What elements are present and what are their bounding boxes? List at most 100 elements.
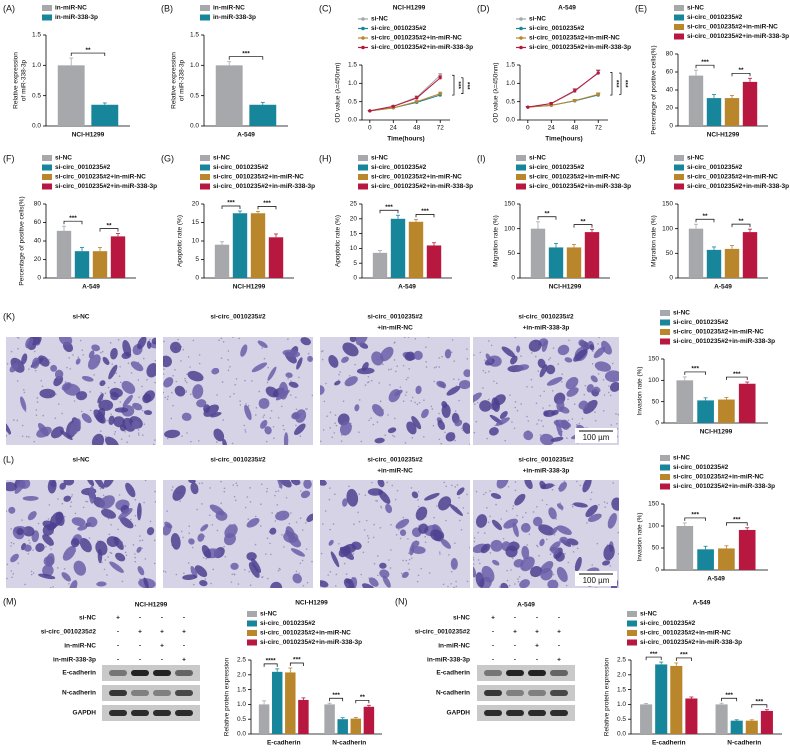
pore: [389, 384, 391, 386]
cell: [210, 412, 222, 418]
cell: [342, 498, 348, 507]
pore: [597, 373, 600, 375]
cell: [520, 556, 535, 572]
legend-swatch: [660, 329, 670, 335]
panel-label: (N): [395, 596, 408, 606]
cell: [587, 513, 602, 522]
pore: [425, 346, 427, 349]
cell: [50, 364, 58, 372]
pore: [30, 573, 33, 576]
pore: [568, 339, 570, 342]
pore: [333, 432, 336, 434]
legend-label: si-NC: [687, 5, 704, 12]
cell: [411, 491, 419, 499]
pore: [227, 350, 230, 352]
pore: [187, 562, 190, 564]
panel-label: (A): [3, 3, 15, 13]
legend-label: si-circ_0010235#2: [260, 620, 316, 627]
pore: [365, 519, 368, 522]
y-tick-label: 1.5: [237, 686, 246, 693]
bar: [408, 221, 424, 278]
y-tick-label: 50: [652, 398, 660, 405]
pore: [247, 404, 250, 407]
pore: [488, 340, 490, 342]
significance-label: **: [580, 218, 586, 225]
pore: [233, 573, 235, 575]
pore: [231, 573, 234, 576]
bar: [249, 104, 277, 126]
cell: [146, 340, 152, 349]
cell: [385, 503, 393, 514]
pore: [338, 542, 340, 545]
pore: [258, 390, 261, 393]
cell: [181, 412, 192, 421]
pore: [423, 436, 425, 438]
cell: [565, 376, 579, 390]
pore: [453, 360, 456, 362]
significance-label: ***: [421, 208, 429, 215]
pore: [452, 378, 455, 381]
significance-bracket: [289, 662, 304, 666]
pore: [229, 395, 231, 398]
y-tick-label: 0.0: [237, 731, 246, 738]
pore: [233, 392, 235, 395]
pore: [137, 429, 140, 431]
cell: [194, 565, 208, 578]
cell: [88, 350, 95, 359]
image-label: si-circ_0010235#2: [210, 314, 266, 321]
cell: [492, 559, 500, 566]
pore: [182, 536, 184, 539]
cell: [528, 339, 542, 352]
pore: [382, 363, 384, 366]
pore: [410, 557, 413, 559]
cell: [545, 364, 556, 375]
significance-bracket: [721, 697, 738, 702]
pore: [364, 494, 367, 496]
pore: [484, 371, 487, 374]
pore: [329, 411, 332, 414]
cell: [144, 410, 153, 416]
pore: [528, 533, 531, 536]
pore: [113, 433, 116, 435]
pore: [100, 391, 102, 394]
pore: [526, 386, 528, 388]
pore: [57, 498, 59, 500]
legend-swatch: [660, 483, 670, 490]
pore: [104, 559, 107, 561]
pore: [201, 503, 203, 505]
cell: [115, 552, 126, 562]
micrograph: [6, 337, 156, 445]
pore: [33, 440, 36, 443]
pore: [47, 518, 50, 520]
cell: [413, 350, 423, 360]
significance-label: **: [106, 222, 112, 229]
pore: [299, 517, 302, 519]
pore: [431, 408, 434, 410]
pore: [448, 554, 450, 556]
bar: [742, 232, 758, 278]
pore: [579, 484, 582, 487]
bar: [530, 228, 546, 278]
pore: [507, 485, 510, 488]
pore: [141, 385, 143, 388]
cell: [6, 481, 17, 492]
pore: [212, 568, 215, 571]
cell: [339, 546, 354, 560]
cell: [21, 353, 28, 365]
bar: [584, 232, 600, 278]
pore: [597, 343, 599, 345]
pore: [475, 420, 478, 423]
pore: [532, 511, 535, 513]
pore: [218, 339, 220, 342]
cell: [38, 573, 56, 580]
pore: [458, 497, 460, 499]
pore: [502, 537, 505, 540]
legend-swatch: [674, 155, 684, 161]
cell: [119, 424, 127, 432]
significance-bracket: [684, 517, 706, 521]
pore: [234, 499, 237, 502]
pore: [367, 537, 370, 540]
cell: [264, 426, 272, 435]
legend-label: si-circ_0010235#2: [687, 164, 743, 171]
